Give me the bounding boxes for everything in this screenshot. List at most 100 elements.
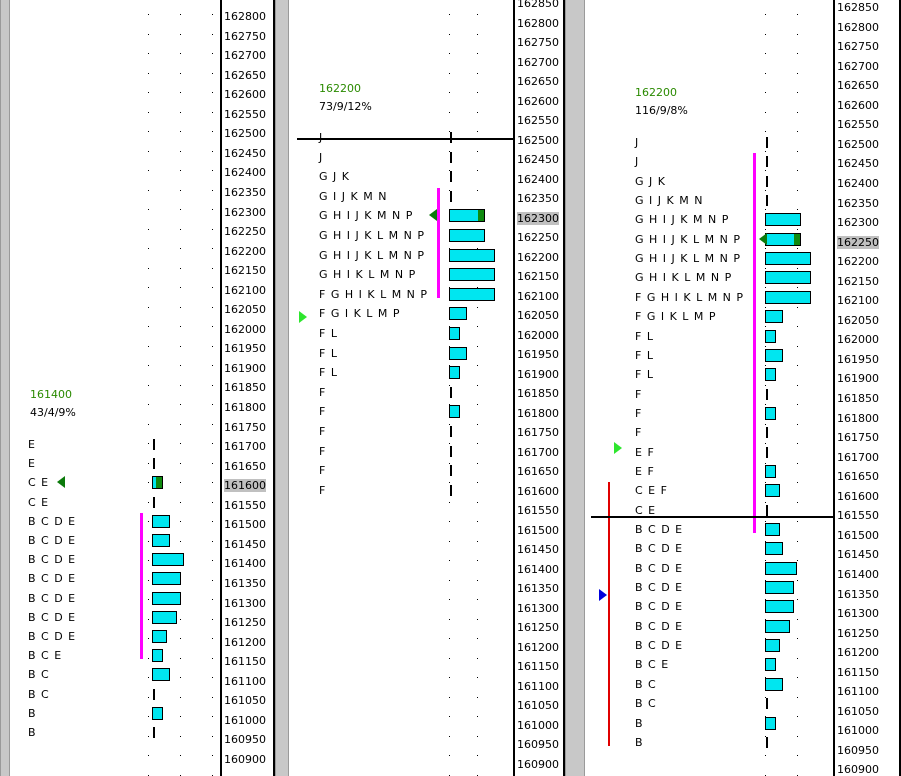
tpo-bar[interactable]	[449, 307, 467, 321]
tpo-bar[interactable]	[765, 581, 794, 595]
tpo-letters: B C E	[28, 649, 63, 663]
tpo-bar[interactable]	[152, 630, 167, 643]
tpo-bar[interactable]	[449, 405, 460, 419]
tpo-bar[interactable]	[152, 668, 170, 682]
grid-dot	[765, 384, 766, 386]
grid-dot	[477, 599, 478, 600]
price-axis-1[interactable]: 162800 162750 162700 162650 162600 162550 1625…	[220, 0, 275, 776]
tpo-bar[interactable]	[765, 677, 783, 691]
grid-dot	[477, 189, 478, 191]
tpo-bar[interactable]	[765, 523, 780, 536]
tpo-bar[interactable]	[449, 366, 460, 380]
tpo-bar[interactable]	[765, 368, 776, 382]
grid-dot	[477, 345, 478, 347]
tpo-bar[interactable]	[152, 553, 184, 567]
tpo-letters: F G I K L M P	[635, 310, 717, 324]
panel-separator-2[interactable]	[565, 0, 585, 776]
grid-dot	[797, 579, 798, 581]
price-tick-label: 162700	[837, 59, 879, 73]
tpo-bar[interactable]	[765, 310, 783, 324]
tpo-stub	[766, 137, 768, 148]
price-tick-label: 162650	[224, 68, 266, 82]
grid-dot	[212, 423, 213, 425]
grid-dot	[449, 248, 450, 249]
tpo-bar[interactable]	[765, 600, 794, 614]
grid-dot	[797, 735, 798, 737]
grid-dot	[765, 267, 766, 269]
tpo-bar[interactable]	[152, 649, 163, 663]
tpo-bar[interactable]	[765, 252, 811, 266]
profile-header-stats: 116/9/8%	[635, 104, 688, 117]
tpo-bar[interactable]	[152, 572, 181, 586]
close-marker-icon	[599, 589, 607, 601]
tpo-stub	[450, 151, 452, 163]
price-tick-label: 162500	[224, 127, 266, 141]
tpo-bar[interactable]	[152, 591, 181, 605]
tpo-bar[interactable]	[765, 658, 776, 672]
grid-dot	[212, 287, 213, 288]
tpo-letters: F	[635, 406, 643, 420]
tpo-bar[interactable]	[765, 348, 783, 362]
tpo-letters: F L	[319, 327, 338, 340]
tpo-bar[interactable]	[152, 514, 170, 528]
tpo-bar[interactable]	[449, 268, 495, 282]
price-tick-label: 161750	[837, 431, 879, 445]
grid-dot	[449, 345, 450, 347]
price-axis-3[interactable]: 162850 162800 162750 162700 162650 162600 1625…	[833, 0, 901, 776]
grid-dot	[449, 14, 450, 15]
grid-dot	[449, 716, 450, 717]
grid-dot	[477, 618, 478, 620]
grid-dot	[180, 462, 181, 464]
grid-dot	[797, 501, 798, 503]
tpo-stub	[450, 190, 452, 202]
tpo-bar[interactable]	[449, 287, 495, 301]
price-tick-label: 161200	[224, 635, 266, 649]
tpo-bar[interactable]	[765, 619, 790, 633]
tpo-bar[interactable]	[449, 327, 460, 340]
panel-separator-1[interactable]	[275, 0, 289, 776]
tpo-bar[interactable]	[765, 271, 811, 285]
tpo-bar[interactable]	[765, 484, 780, 498]
tpo-letters: G J K	[635, 174, 666, 188]
grid-dot	[148, 72, 149, 74]
grid-dot	[212, 735, 213, 737]
grid-dot	[180, 53, 181, 54]
price-tick-label: 161050	[517, 699, 559, 712]
price-tick-label: 162850	[837, 1, 879, 14]
grid-dot	[797, 92, 798, 93]
tpo-bar[interactable]	[765, 716, 776, 730]
price-tick-label: 162300	[517, 211, 559, 225]
tpo-bar[interactable]	[152, 610, 177, 624]
grid-dot	[212, 540, 213, 542]
price-tick-label: 161000	[837, 724, 879, 738]
tpo-bar[interactable]	[765, 329, 776, 343]
panel-separator-left[interactable]	[0, 0, 10, 776]
tpo-bar[interactable]	[765, 406, 776, 420]
tpo-bar[interactable]	[765, 542, 783, 556]
grid-dot	[477, 306, 478, 308]
tpo-bar[interactable]	[765, 464, 776, 478]
grid-dot	[148, 287, 149, 288]
value-area-line	[437, 187, 440, 298]
tpo-bar[interactable]	[765, 213, 801, 227]
grid-dot	[180, 404, 181, 405]
tpo-bar[interactable]	[152, 534, 170, 547]
poc-bar[interactable]	[152, 476, 163, 490]
tpo-bar[interactable]	[152, 706, 163, 720]
tpo-bar[interactable]	[765, 290, 811, 304]
grid-dot	[212, 306, 213, 308]
tpo-bar[interactable]	[449, 229, 485, 242]
price-tick-label: 162450	[517, 153, 559, 166]
tpo-bar[interactable]	[449, 346, 467, 360]
grid-dot	[212, 92, 213, 93]
poc-bar[interactable]	[765, 232, 801, 246]
grid-dot	[148, 560, 149, 561]
price-axis-2[interactable]: 162850 162800 162750 162700 162650 162600 1625…	[513, 0, 565, 776]
tpo-letters: G H I J K M N P	[319, 209, 414, 223]
price-tick-label: 161350	[517, 582, 559, 595]
tpo-bar[interactable]	[449, 248, 495, 262]
tpo-bar[interactable]	[765, 639, 780, 653]
poc-bar[interactable]	[449, 209, 485, 223]
tpo-bar[interactable]	[765, 561, 797, 575]
grid-dot	[765, 131, 766, 132]
